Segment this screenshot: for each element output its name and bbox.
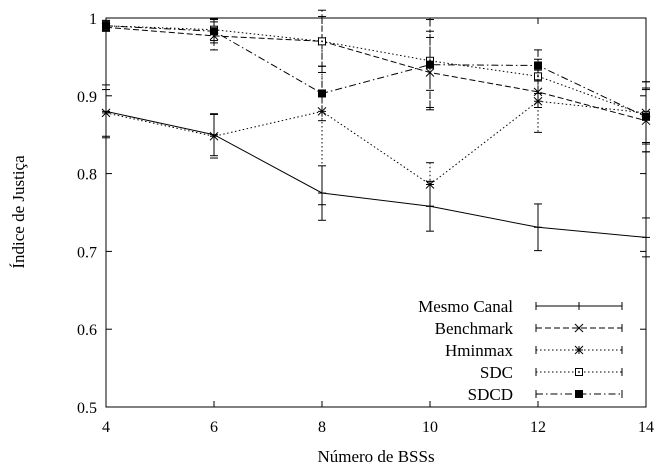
x-tick-label: 12 (530, 419, 546, 436)
legend-label: SDC (480, 363, 513, 382)
y-tick-label: 0.7 (77, 244, 97, 261)
data-point (533, 96, 543, 106)
y-tick-label: 0.6 (77, 322, 97, 339)
y-axis-ticks: 0.5 0.6 0.7 0.8 0.9 1 (77, 11, 646, 417)
x-axis-label: Número de BSSs (317, 447, 434, 466)
y-tick-label: 1 (89, 11, 97, 28)
error-bar (210, 19, 218, 44)
legend-item: SDC (480, 363, 623, 382)
series-line (105, 26, 647, 122)
series-line (105, 110, 647, 238)
series-layer (101, 9, 651, 258)
y-tick-label: 0.5 (77, 400, 97, 417)
error-bar (426, 162, 434, 207)
x-tick-label: 8 (318, 419, 326, 436)
data-point (210, 27, 218, 36)
legend-marker (575, 390, 583, 398)
legend-marker (575, 368, 583, 376)
legend-marker (574, 323, 584, 333)
series-benchmark (101, 15, 651, 153)
error-bar (318, 65, 326, 122)
data-point (209, 131, 219, 141)
data-point (102, 21, 110, 30)
x-tick-label: 4 (102, 419, 110, 436)
y-tick-label: 0.9 (77, 89, 97, 106)
x-tick-label: 6 (210, 419, 218, 436)
data-point (642, 233, 650, 242)
series-mesmo-canal (102, 84, 650, 258)
series-line (105, 100, 647, 186)
legend-item: Mesmo Canal (418, 297, 623, 316)
legend-label: SDCD (468, 385, 513, 404)
data-point (318, 89, 326, 98)
data-point (318, 37, 326, 46)
series-hminmax (101, 17, 651, 207)
data-point (425, 180, 435, 189)
legend-label: Benchmark (435, 319, 514, 338)
legend-item: SDCD (468, 385, 623, 404)
legend: Mesmo Canal Benchmark Hminmax SDC SDCD (418, 297, 623, 404)
plot-frame (105, 17, 647, 408)
data-point (534, 61, 542, 70)
data-point (426, 60, 434, 69)
data-point (534, 72, 542, 81)
legend-marker (574, 345, 584, 355)
x-axis-ticks: 4 6 8 10 12 14 (102, 18, 654, 436)
series-sdcd (102, 19, 650, 153)
data-point (534, 223, 542, 232)
x-tick-label: 14 (638, 419, 654, 436)
data-point (642, 112, 650, 121)
legend-label: Mesmo Canal (418, 297, 513, 316)
error-bar (210, 113, 218, 159)
legend-label: Hminmax (445, 341, 513, 360)
y-axis-label: Índice de Justiça (9, 155, 28, 269)
series-line (105, 25, 647, 118)
error-bar (102, 89, 110, 137)
legend-marker (575, 302, 583, 310)
x-tick-label: 10 (422, 419, 438, 436)
y-tick-label: 0.8 (77, 167, 97, 184)
series-line (105, 25, 647, 116)
legend-item: Hminmax (445, 341, 623, 360)
legend-item: Benchmark (435, 319, 623, 338)
data-point (101, 108, 111, 118)
